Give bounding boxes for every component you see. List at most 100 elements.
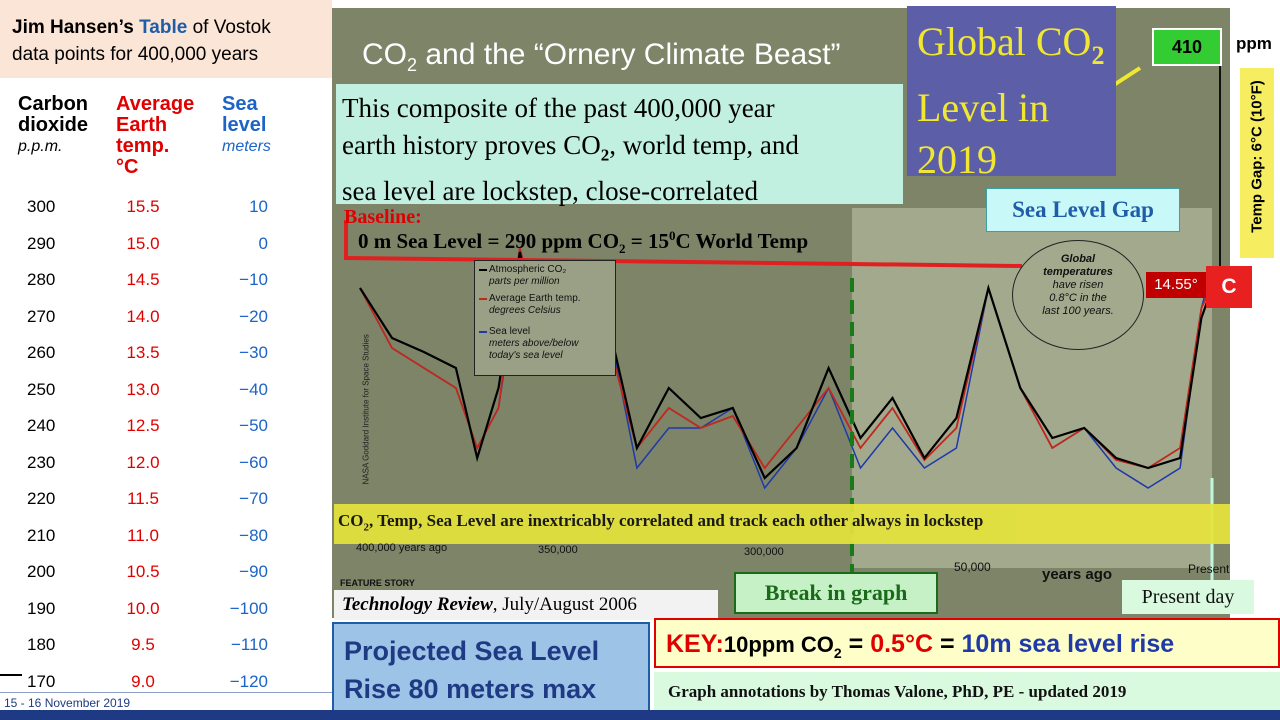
table-row: 220 11.5 −70	[0, 489, 300, 519]
temp-cell: 11.0	[127, 525, 159, 545]
footer-bar	[0, 710, 1280, 720]
title-author: Jim Hansen’s	[12, 17, 134, 38]
sea-cell: −50	[239, 416, 268, 435]
sea-level-gap: Sea Level Gap	[986, 188, 1180, 232]
annotations-credit: Graph annotations by Thomas Valone, PhD,…	[654, 672, 1280, 712]
legend-temp-unit: degrees Celsius	[489, 305, 561, 316]
co2-cell: 200	[27, 562, 56, 581]
x-axis-label: years ago	[1042, 566, 1113, 583]
data-table: 300 15.5 10 290 15.0 0 280 14.5 −10 270 14.0 −20 260…	[0, 197, 300, 697]
table-row: 240 12.5 −50	[0, 416, 300, 446]
table-tick	[0, 674, 22, 676]
table-row: 250 13.0 −40	[0, 380, 300, 410]
title-rest: of Vostok	[192, 17, 271, 38]
legend-co2: Atmospheric CO₂	[489, 264, 567, 275]
legend-sea: Sea level	[489, 326, 531, 337]
co2-cell: 250	[27, 379, 56, 399]
sea-cell: −90	[239, 562, 268, 581]
co2-cell: 230	[27, 452, 56, 472]
present-day-label: Present day	[1122, 580, 1254, 614]
legend-temp-swatch	[479, 298, 487, 300]
sea-cell: 10	[249, 197, 268, 216]
sea-cell: −40	[239, 379, 268, 399]
ppm-label: ppm	[1236, 34, 1272, 53]
temp-cell: 15.5	[126, 197, 160, 216]
x-tick-300k: 300,000	[744, 546, 784, 558]
co2-cell: 290	[27, 233, 56, 253]
co2-cell: 280	[27, 270, 56, 289]
key-box: KEY:10ppm CO2 = 0.5°C = 10m sea level ri…	[654, 618, 1280, 668]
header-temp: Average Earth temp. °C	[116, 93, 195, 178]
temp-cell: 13.5	[126, 343, 160, 362]
projected-sea-level: Projected Sea Level Rise 80 meters max	[332, 622, 650, 712]
correlated-banner: CO2, Temp, Sea Level are inextricably co…	[334, 504, 1230, 544]
temp-gap-box: Temp Gap: 6°C (10°F)	[1240, 68, 1274, 258]
composite-note: This composite of the past 400,000 year …	[336, 84, 903, 206]
chart-title: CO2 and the “Ornery Climate Beast”	[362, 38, 841, 75]
sea-cell: −110	[230, 635, 268, 654]
sea-cell: −20	[239, 306, 268, 326]
header-sea: Sea level meters	[222, 93, 271, 156]
table-row: 260 13.5 −30	[0, 343, 300, 373]
series-lines	[359, 247, 1214, 490]
temp-cell: 10.5	[126, 562, 160, 581]
table-row: 180 9.5 −110	[0, 635, 300, 665]
co2-cell: 300	[27, 197, 56, 216]
table-row: 280 14.5 −10	[0, 270, 300, 300]
sea-cell: 0	[258, 233, 268, 253]
temp-2019-value: 14.55°	[1146, 272, 1206, 298]
co2-value-box: 410	[1152, 28, 1222, 66]
tech-review-credit: Technology Review, July/August 2006	[334, 590, 718, 620]
table-row: 200 10.5 −90	[0, 562, 300, 592]
feature-story: FEATURE STORY	[340, 578, 415, 588]
temp-cell: 12.0	[126, 452, 160, 472]
title-box: Jim Hansen’s Table of Vostok data points…	[0, 0, 332, 78]
co2-cell: 220	[27, 489, 56, 508]
table-row: 210 11.0 −80	[0, 526, 300, 556]
table-row: 230 12.0 −60	[0, 453, 300, 483]
temp-cell: 11.5	[127, 489, 159, 508]
legend-sea-unit1: meters above/below	[489, 338, 579, 349]
co2-cell: 170	[27, 671, 56, 691]
temp-cell: 10.0	[126, 598, 160, 618]
global-co2-box: Global CO2 Level in 2019	[907, 6, 1116, 182]
legend-temp: Average Earth temp.	[489, 293, 581, 304]
co2-cell: 210	[27, 525, 56, 545]
header-co2: Carbon dioxide p.p.m.	[18, 93, 89, 156]
temp-cell: 9.5	[131, 635, 155, 654]
x-tick-50k: 50,000	[954, 560, 991, 574]
chart-legend: Atmospheric CO₂ parts per million Averag…	[474, 260, 616, 376]
legend-sea-swatch	[479, 331, 487, 333]
temp-cell: 14.0	[126, 306, 160, 326]
nasa-credit: NASA Goddard Institute for Space Studies	[361, 334, 371, 485]
break-label: Break in graph	[734, 572, 938, 614]
co2-cell: 180	[27, 635, 56, 654]
global-temps-note: Global temperatures have risen 0.8°C in …	[1012, 240, 1144, 350]
title-table-word: Table	[139, 17, 188, 38]
temp-cell: 13.0	[126, 379, 160, 399]
table-row: 300 15.5 10	[0, 197, 300, 227]
temp-2019-unit: C	[1206, 266, 1252, 308]
baseline-arrow	[345, 256, 1023, 268]
temp-cell: 14.5	[126, 270, 160, 289]
table-row: 290 15.0 0	[0, 234, 300, 264]
sea-cell: −100	[229, 598, 268, 618]
x-tick-400k: 400,000 years ago	[356, 542, 448, 554]
co2-cell: 190	[27, 598, 56, 618]
baseline-label: Baseline:	[344, 206, 422, 228]
table-row: 190 10.0 −100	[0, 599, 300, 629]
temp-cell: 12.5	[126, 416, 160, 435]
co2-line	[359, 251, 1214, 480]
legend-co2-unit: parts per million	[489, 276, 560, 287]
sea-cell: −120	[229, 671, 268, 691]
temp-cell: 15.0	[126, 233, 160, 253]
legend-sea-unit2: today's sea level	[489, 350, 563, 361]
sea-cell: −80	[239, 525, 268, 545]
baseline-text: 0 m Sea Level = 290 ppm CO2 = 150C World…	[358, 228, 809, 257]
temp-cell: 9.0	[131, 671, 155, 691]
table-row: 270 14.0 −20	[0, 307, 300, 337]
table-row: 170 9.0 −120	[0, 672, 300, 702]
sea-cell: −10	[239, 270, 268, 289]
x-tick-present: Present	[1188, 562, 1230, 576]
footer-date: 15 - 16 November 2019	[4, 696, 131, 710]
